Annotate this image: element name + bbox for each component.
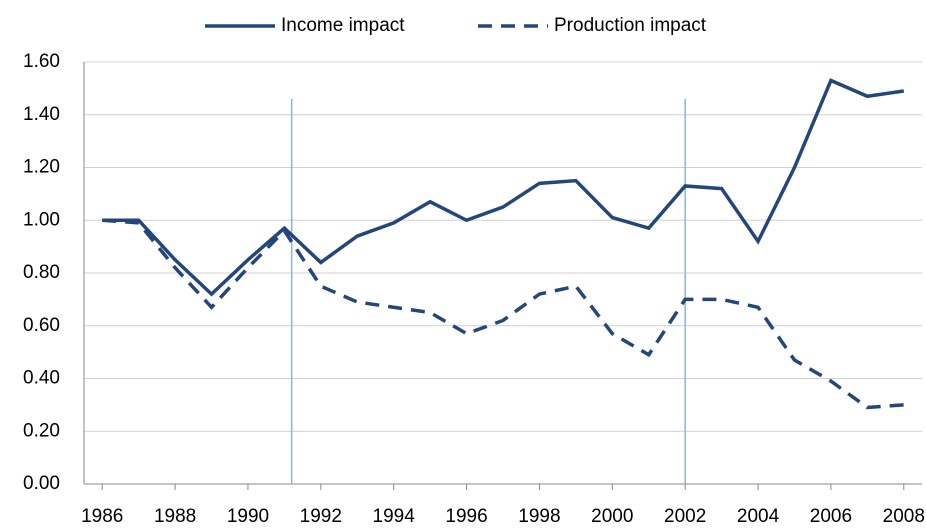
y-tick-label: 1.00 (23, 209, 60, 230)
y-tick-label: 0.60 (23, 315, 60, 336)
x-tick-label: 1990 (227, 506, 269, 527)
x-tick-label: 1996 (445, 506, 487, 527)
series-line (102, 78, 905, 297)
x-tick-label: 2000 (591, 506, 633, 527)
x-tick-label: 2002 (664, 506, 706, 527)
y-tick-label: 0.00 (23, 473, 60, 494)
x-tick-label: 2006 (810, 506, 852, 527)
y-tick-label: 0.20 (23, 420, 60, 441)
x-tick-label: 1998 (518, 506, 560, 527)
x-tick-label: 1988 (154, 506, 196, 527)
legend-label: Income impact (281, 15, 405, 36)
y-tick-label: 1.40 (23, 104, 60, 125)
series-line (102, 218, 904, 410)
y-tick-label: 1.20 (23, 157, 60, 178)
legend-label: Production impact (554, 15, 707, 36)
y-tick-label: 0.40 (23, 368, 60, 389)
x-tick-label: 1986 (81, 506, 123, 527)
x-tick-label: 1992 (300, 506, 342, 527)
y-tick-label: 1.60 (23, 51, 60, 72)
x-tick-label: 1994 (373, 506, 416, 527)
x-tick-label: 2004 (737, 506, 780, 527)
y-tick-label: 0.80 (23, 262, 60, 283)
x-tick-label: 2008 (883, 506, 925, 527)
